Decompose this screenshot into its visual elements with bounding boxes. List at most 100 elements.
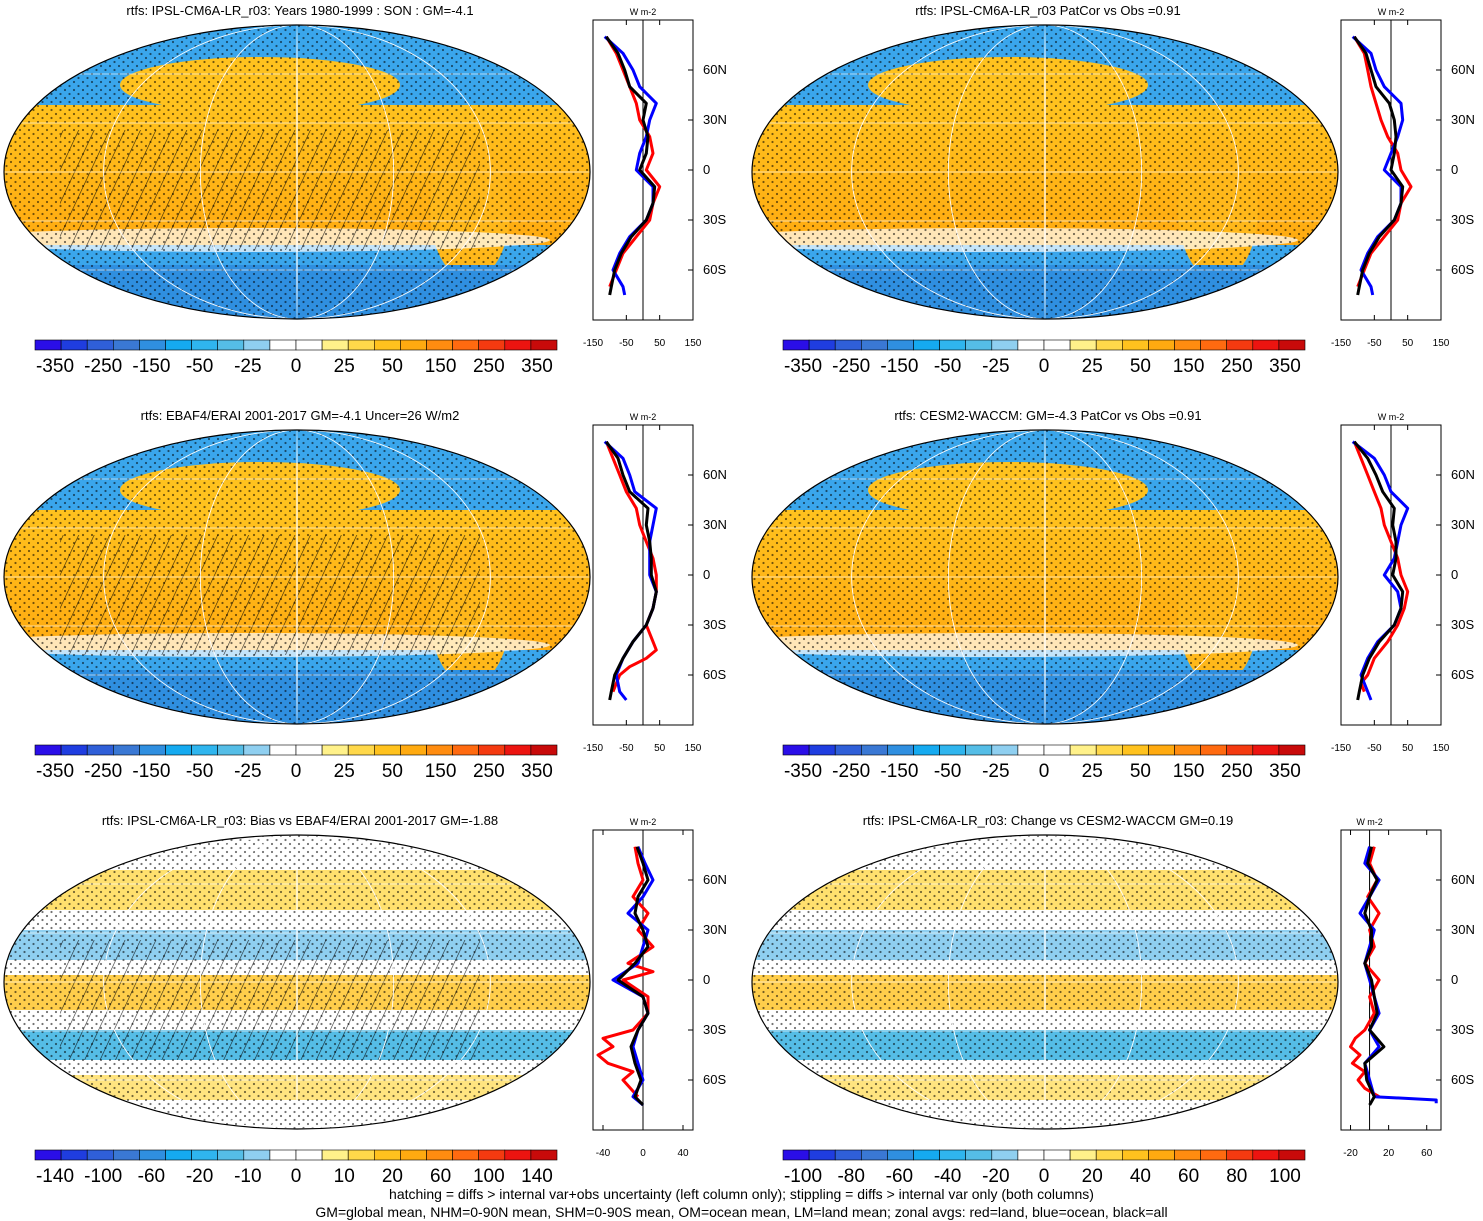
- panel-6: rtfs: IPSL-CM6A-LR_r03: Change vs CESM2-…: [751, 813, 1475, 1187]
- colorbar-swatch: [321, 339, 349, 351]
- colorbar-label: 150: [425, 356, 457, 377]
- panel-2: rtfs: IPSL-CM6A-LR_r03 PatCor vs Obs =0.…: [751, 3, 1475, 377]
- latitude-label: 0: [1451, 972, 1458, 987]
- map-outline: [3, 834, 591, 1130]
- colorbar-label: -250: [84, 761, 122, 782]
- latitude-label: 60N: [703, 62, 727, 77]
- colorbar-label: 40: [1130, 1166, 1151, 1187]
- x-tick-label: -20: [1343, 1148, 1358, 1159]
- map-field: [4, 430, 590, 724]
- colorbar-swatch: [139, 339, 166, 351]
- colorbar-swatch: [34, 1149, 62, 1161]
- colorbar-swatch: [782, 744, 810, 756]
- x-tick-label: 50: [1402, 743, 1414, 754]
- x-tick-label: 0: [640, 1148, 646, 1159]
- x-tick-label: 40: [677, 1148, 689, 1159]
- latitude-label: 60N: [1451, 62, 1475, 77]
- map-outline: [751, 24, 1339, 320]
- colorbar-swatch: [426, 1149, 453, 1161]
- colorbar-swatch: [165, 339, 192, 351]
- colorbar-swatch: [400, 744, 427, 756]
- colorbar-swatch: [243, 744, 271, 756]
- colorbar-swatch: [113, 744, 140, 756]
- map-outline: [751, 834, 1339, 1130]
- colorbar-swatch: [165, 744, 192, 756]
- x-tick-label: -50: [619, 338, 634, 349]
- colorbar-swatch: [373, 339, 401, 351]
- colorbar-label: -250: [832, 356, 870, 377]
- latitude-label: 60S: [1451, 667, 1474, 682]
- x-tick-label: 150: [1433, 338, 1450, 349]
- colorbar-swatch: [217, 1149, 245, 1161]
- colorbar-swatch: [939, 339, 967, 351]
- colorbar-swatch: [60, 744, 88, 756]
- x-tick-label: 50: [1402, 338, 1414, 349]
- colorbar-swatch: [1069, 1149, 1097, 1161]
- colorbar-swatch: [1017, 339, 1045, 351]
- panel-title: rtfs: IPSL-CM6A-LR_r03: Change vs CESM2-…: [863, 813, 1234, 828]
- colorbar-swatch: [60, 1149, 88, 1161]
- colorbar-swatch: [887, 744, 914, 756]
- latitude-label: 0: [1451, 567, 1458, 582]
- latitude-label: 60N: [703, 467, 727, 482]
- colorbar-swatch: [1148, 339, 1175, 351]
- x-tick-label: -150: [583, 338, 603, 349]
- colorbar-swatch: [269, 1149, 297, 1161]
- unit-label: W m-2: [1378, 412, 1405, 422]
- latitude-label: 0: [1451, 162, 1458, 177]
- colorbar-label: -25: [234, 761, 261, 782]
- colorbar-swatch: [86, 339, 114, 351]
- colorbar-label: 50: [382, 761, 403, 782]
- colorbar-label: -250: [84, 356, 122, 377]
- colorbar-swatch: [295, 1149, 323, 1161]
- x-tick-label: -40: [596, 1148, 611, 1159]
- colorbar-swatch: [1069, 744, 1097, 756]
- colorbar-label: 50: [1130, 761, 1151, 782]
- colorbar-swatch: [295, 744, 323, 756]
- colorbar-swatch: [808, 744, 836, 756]
- map-field: [752, 835, 1338, 1129]
- colorbar-swatch: [113, 1149, 140, 1161]
- x-tick-label: -50: [1367, 743, 1382, 754]
- unit-label: W m-2: [630, 7, 657, 17]
- colorbar-label: -25: [982, 356, 1009, 377]
- colorbar-label: -350: [36, 761, 74, 782]
- colorbar-label: -20: [982, 1166, 1009, 1187]
- colorbar-swatch: [321, 744, 349, 756]
- colorbar-swatch: [530, 1149, 558, 1161]
- zonal-line-land: [1353, 35, 1413, 288]
- colorbar-swatch: [991, 339, 1019, 351]
- colorbar-swatch: [1278, 744, 1306, 756]
- colorbar-swatch: [1043, 744, 1071, 756]
- x-tick-label: 150: [685, 338, 702, 349]
- colorbar-label: -80: [837, 1166, 864, 1187]
- colorbar-swatch: [861, 339, 888, 351]
- colorbar-label: -60: [138, 1166, 165, 1187]
- latitude-label: 30N: [1451, 922, 1475, 937]
- colorbar-swatch: [861, 1149, 888, 1161]
- colorbar-swatch: [913, 339, 940, 351]
- zonal-mean-panel: W m-2 -20 20 60 60N 30N 0 30S 60S: [1340, 817, 1475, 1159]
- colorbar-label: -50: [186, 356, 213, 377]
- colorbar-swatch: [1043, 339, 1071, 351]
- colorbar-swatch: [808, 339, 836, 351]
- panel-4: rtfs: CESM2-WACCM: GM=-4.3 PatCor vs Obs…: [751, 408, 1475, 782]
- colorbar-label: -150: [880, 761, 918, 782]
- colorbar-label: 20: [382, 1166, 403, 1187]
- map-field: [752, 430, 1338, 724]
- zonal-line-all: [1353, 35, 1405, 296]
- colorbar-swatch: [400, 1149, 427, 1161]
- latitude-label: 0: [703, 972, 710, 987]
- map-field: [4, 835, 590, 1129]
- colorbar-label: -350: [784, 356, 822, 377]
- colorbar-swatch: [1043, 1149, 1071, 1161]
- zonal-line-land: [604, 441, 658, 693]
- colorbar-label: -40: [934, 1166, 961, 1187]
- colorbar-label: 60: [430, 1166, 451, 1187]
- map-outline: [751, 429, 1339, 725]
- colorbar-swatch: [452, 744, 480, 756]
- colorbar-label: 140: [521, 1166, 553, 1187]
- colorbar-swatch: [834, 744, 862, 756]
- colorbar-swatch: [834, 1149, 862, 1161]
- colorbar-label: 0: [1039, 1166, 1050, 1187]
